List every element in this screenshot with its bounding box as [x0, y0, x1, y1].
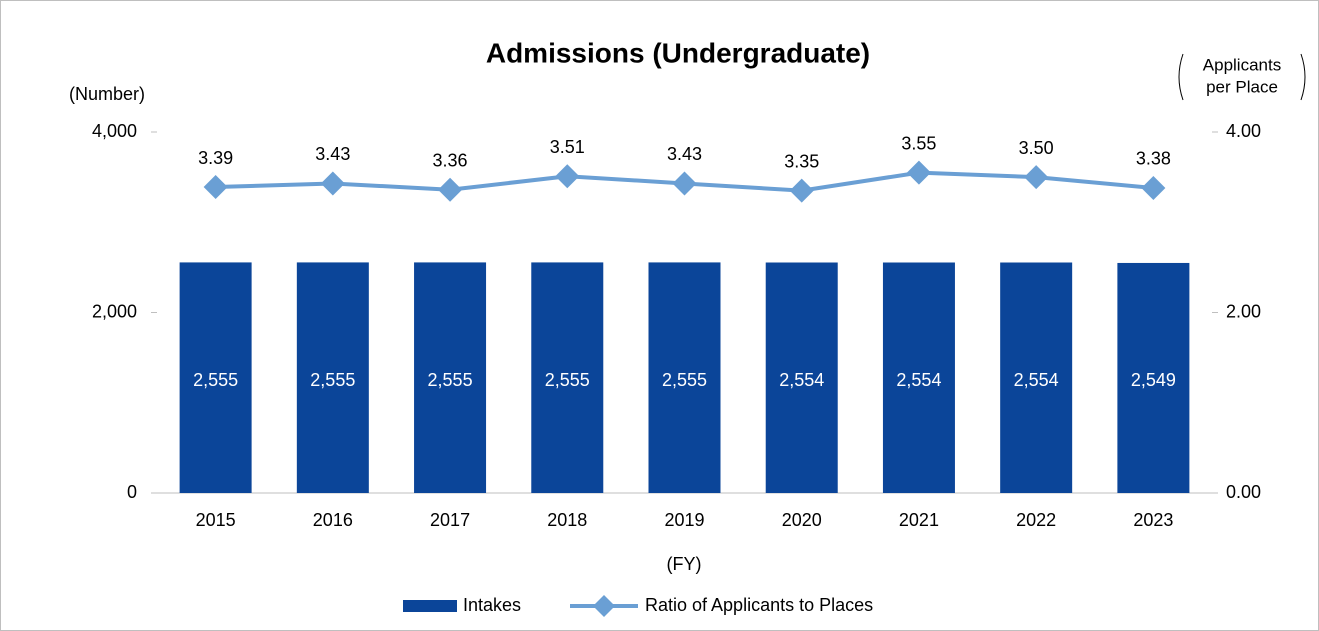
- x-tick-label: 2016: [313, 510, 353, 530]
- legend-label: Ratio of Applicants to Places: [645, 595, 873, 615]
- x-axis-label: (FY): [667, 554, 702, 574]
- marker: [1024, 165, 1049, 190]
- data-label: 2,555: [545, 370, 590, 390]
- bar: [414, 262, 487, 493]
- legend-swatch: [403, 600, 457, 612]
- bar: [1117, 262, 1190, 493]
- data-label: 3.38: [1136, 149, 1171, 169]
- data-label: 2,555: [193, 370, 238, 390]
- bar: [1000, 262, 1073, 493]
- data-label: 2,555: [662, 370, 707, 390]
- marker: [320, 171, 345, 196]
- data-label: 2,554: [779, 370, 824, 390]
- data-label: 2,554: [1014, 370, 1059, 390]
- marker: [789, 178, 814, 203]
- data-label: 3.35: [784, 151, 819, 171]
- bar: [765, 262, 838, 493]
- y2-axis-label: per Place: [1206, 77, 1278, 96]
- marker: [906, 160, 931, 185]
- y-tick-label: 4,000: [92, 121, 137, 141]
- bracket: [1178, 53, 1184, 101]
- bar: [179, 262, 252, 493]
- data-label: 3.43: [315, 144, 350, 164]
- bracket: [1300, 53, 1306, 101]
- marker: [1141, 175, 1166, 200]
- marker: [672, 171, 697, 196]
- x-tick-label: 2022: [1016, 510, 1056, 530]
- legend-swatch: [593, 595, 615, 617]
- marker: [555, 164, 580, 189]
- data-label: 3.51: [550, 137, 585, 157]
- legend-label: Intakes: [463, 595, 521, 615]
- chart-title: Admissions (Undergraduate): [486, 37, 870, 68]
- x-tick-label: 2018: [547, 510, 587, 530]
- marker: [203, 175, 228, 200]
- y2-tick-label: 0.00: [1226, 482, 1261, 502]
- data-label: 3.43: [667, 144, 702, 164]
- data-label: 2,549: [1131, 370, 1176, 390]
- data-label: 3.50: [1019, 138, 1054, 158]
- x-tick-label: 2023: [1133, 510, 1173, 530]
- data-label: 2,555: [428, 370, 473, 390]
- data-label: 2,555: [310, 370, 355, 390]
- y-tick-label: 2,000: [92, 301, 137, 321]
- y2-tick-label: 2.00: [1226, 301, 1261, 321]
- y-tick-label: 0: [127, 482, 137, 502]
- y2-axis-label: Applicants: [1203, 55, 1281, 74]
- x-tick-label: 2017: [430, 510, 470, 530]
- data-label: 3.55: [901, 133, 936, 153]
- x-tick-label: 2021: [899, 510, 939, 530]
- bar: [296, 262, 369, 493]
- data-label: 3.36: [433, 151, 468, 171]
- bar: [648, 262, 721, 493]
- bar: [882, 262, 955, 493]
- data-label: 3.39: [198, 148, 233, 168]
- marker: [438, 177, 463, 202]
- x-tick-label: 2020: [782, 510, 822, 530]
- data-label: 2,554: [896, 370, 941, 390]
- y2-tick-label: 4.00: [1226, 121, 1261, 141]
- bar: [531, 262, 604, 493]
- y-axis-label: (Number): [69, 84, 145, 104]
- x-tick-label: 2019: [664, 510, 704, 530]
- x-tick-label: 2015: [196, 510, 236, 530]
